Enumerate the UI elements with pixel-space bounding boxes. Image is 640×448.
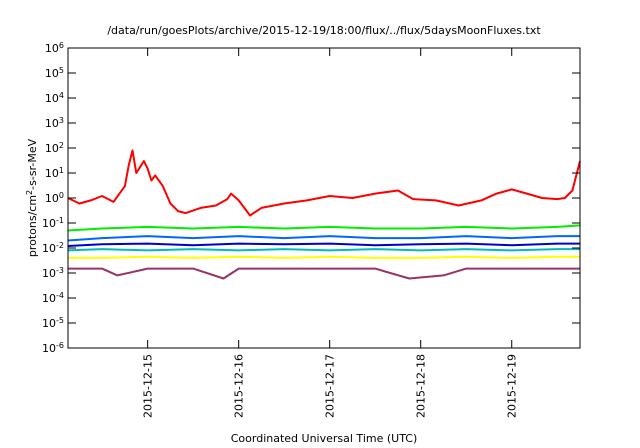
y-tick-label: 10-6 <box>42 341 64 356</box>
x-tick-label: 2015-12-15 <box>142 354 155 418</box>
x-tick-label: 2015-12-16 <box>233 354 246 418</box>
series-line-5 <box>68 255 580 259</box>
y-axis-label: protons/cm2-s-sr-MeV <box>25 138 40 257</box>
series-line-1 <box>67 224 581 232</box>
series-line-3 <box>67 242 580 247</box>
svg-text:protons/cm2-s-sr-MeV: protons/cm2-s-sr-MeV <box>25 138 40 257</box>
y-tick-label: 105 <box>45 66 64 81</box>
y-tick-label: 101 <box>45 166 64 181</box>
x-tick-label: 2015-12-18 <box>415 354 428 418</box>
series-line-4 <box>67 248 580 252</box>
x-axis-label: Coordinated Universal Time (UTC) <box>231 432 418 445</box>
y-tick-label: 10-1 <box>42 216 64 231</box>
series-layer <box>67 149 581 280</box>
y-tick-label: 103 <box>45 116 64 131</box>
y-tick-label: 10-3 <box>42 266 64 281</box>
chart-title: /data/run/goesPlots/archive/2015-12-19/1… <box>107 24 541 37</box>
x-tick-label: 2015-12-17 <box>324 354 337 418</box>
y-axis-ticks: 10-6 10-5 10-4 10-3 10-2 10-1 100 101 102 103 104 1… <box>42 41 580 356</box>
y-tick-label: 106 <box>45 41 64 56</box>
y-tick-label: 102 <box>45 141 64 156</box>
y-axis-label-sup: 2 <box>25 190 34 195</box>
y-tick-label: 10-2 <box>42 241 64 256</box>
y-axis-label-base: protons/cm <box>26 195 39 257</box>
x-tick-label: 2015-12-19 <box>506 354 519 418</box>
plot-frame <box>67 47 581 349</box>
y-axis-label-rest: -s-sr-MeV <box>26 138 39 189</box>
y-tick-label: 104 <box>45 91 64 106</box>
series-line-6 <box>68 267 580 280</box>
y-tick-label: 10-4 <box>42 291 64 306</box>
series-line-0 <box>67 149 581 217</box>
x-axis-ticks: 2015-12-15 2015-12-16 2015-12-17 2015-12-18… <box>142 48 519 418</box>
y-tick-label: 100 <box>45 191 64 206</box>
y-tick-label: 10-5 <box>42 316 64 331</box>
series-line-2 <box>67 235 580 242</box>
